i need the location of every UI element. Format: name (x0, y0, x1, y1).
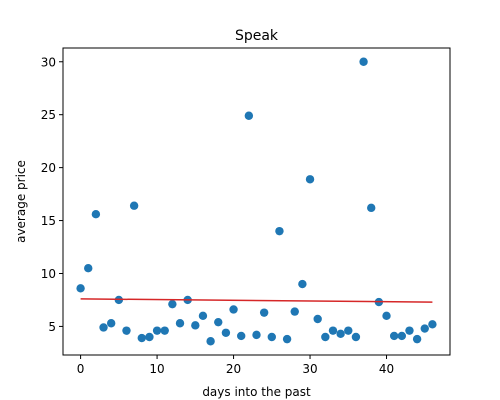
y-axis: 5 10 15 20 25 30 (41, 55, 63, 334)
x-tick-label: 20 (226, 362, 241, 376)
chart-title: Speak (235, 28, 279, 44)
x-axis-label: days into the past (202, 385, 311, 399)
data-point (336, 329, 345, 339)
y-tick-label: 25 (41, 108, 56, 122)
y-tick-label: 5 (48, 320, 56, 334)
data-point (367, 203, 376, 213)
data-point (122, 326, 131, 335)
trend-line (80, 298, 433, 303)
plot-frame (62, 47, 451, 356)
y-tick-label: 10 (41, 267, 56, 281)
data-point (129, 201, 139, 210)
data-point (198, 311, 208, 321)
data-point (267, 332, 276, 342)
data-point (145, 332, 154, 342)
plot-area (76, 57, 437, 346)
y-tick-label: 20 (41, 161, 56, 175)
y-axis-label: average price (14, 160, 28, 243)
data-point (351, 332, 361, 342)
y-tick-label: 30 (41, 55, 56, 69)
data-point (84, 263, 93, 273)
data-point (298, 279, 307, 289)
data-point (76, 284, 85, 293)
x-tick-label: 10 (149, 362, 164, 376)
data-point (237, 331, 246, 341)
data-point (359, 57, 368, 66)
data-point (259, 308, 269, 317)
x-tick-label: 0 (77, 362, 85, 376)
data-point (214, 317, 223, 327)
data-point (412, 334, 422, 344)
data-point (229, 305, 238, 314)
data-point (106, 319, 116, 328)
x-tick-label: 40 (379, 362, 394, 376)
x-axis: 0 10 20 30 40 (77, 355, 394, 376)
data-point (160, 326, 169, 335)
data-point (282, 334, 292, 344)
data-point (168, 299, 177, 309)
data-point (428, 320, 437, 329)
data-point (290, 307, 299, 316)
data-point (91, 210, 101, 219)
data-point (344, 326, 353, 335)
data-point (389, 331, 399, 341)
data-point (191, 321, 200, 330)
data-point (152, 326, 162, 335)
data-point (206, 337, 215, 346)
data-point (244, 111, 254, 120)
data-point (405, 326, 414, 335)
data-point (382, 311, 391, 321)
data-point (397, 331, 407, 341)
y-tick-label: 15 (41, 214, 56, 228)
x-tick-label: 30 (302, 362, 317, 376)
data-point (313, 314, 322, 324)
data-point (175, 319, 185, 328)
data-point (275, 226, 284, 236)
data-point (221, 328, 231, 337)
data-point (328, 326, 338, 335)
data-point (321, 332, 330, 342)
data-point (137, 333, 146, 343)
data-point (420, 324, 429, 333)
data-point (252, 330, 261, 340)
data-point (305, 175, 315, 184)
data-point (99, 323, 108, 332)
